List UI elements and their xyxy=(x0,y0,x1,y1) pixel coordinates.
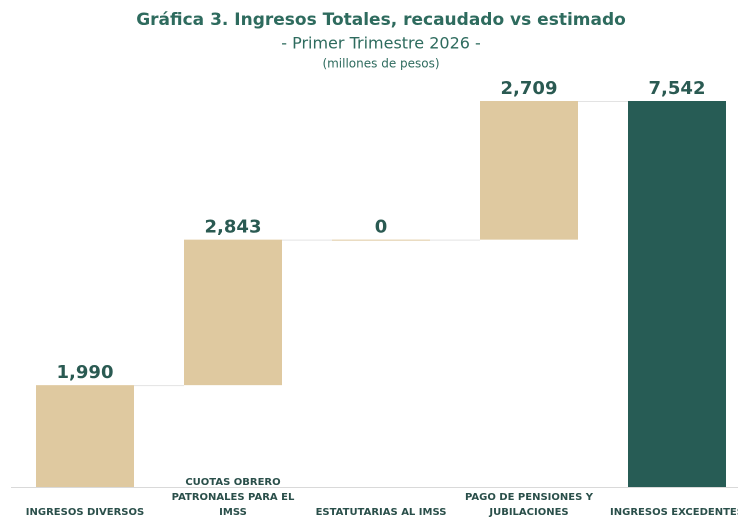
bar xyxy=(480,101,578,240)
x-tick-label: INGRESOS DIVERSOS xyxy=(25,507,145,518)
value-label: 1,990 xyxy=(57,362,114,383)
value-label: 2,843 xyxy=(205,217,262,238)
x-tick-label: ESTATUTARIAS AL IMSS xyxy=(315,507,447,518)
value-label: 7,542 xyxy=(649,78,706,99)
x-tick-label: CUOTAS OBRERO PATRONALES PARA EL IMSS xyxy=(171,477,295,518)
bar xyxy=(184,239,282,386)
value-label: 2,709 xyxy=(501,78,558,99)
chart-title: Gráfica 3. Ingresos Totales, recaudado v… xyxy=(136,10,626,30)
unit-label: (millones de pesos) xyxy=(322,57,439,71)
bar xyxy=(36,385,134,487)
x-tick-label: PAGO DE PENSIONES Y JUBILACIONES xyxy=(464,492,594,518)
chart-subtitle: - Primer Trimestre 2026 - xyxy=(281,34,481,53)
bar xyxy=(332,239,430,241)
value-label: 0 xyxy=(375,217,388,238)
bar xyxy=(628,101,726,487)
x-tick-label: INGRESOS EXCEDENTES xyxy=(610,507,738,518)
